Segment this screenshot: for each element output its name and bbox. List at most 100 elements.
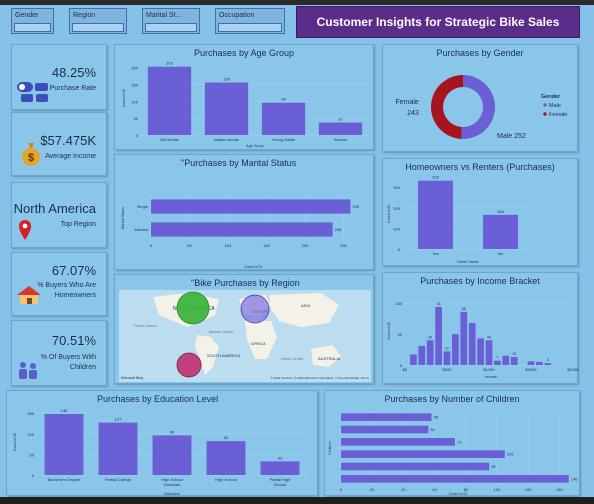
- kpi-homeowners[interactable]: 67.07% % Buyers Who Are Homeowners: [11, 252, 107, 316]
- map-attribution: © 2024 TomTom, © 2024 Microsoft Corporat…: [271, 376, 370, 380]
- x-axis-label: Home Owner: [457, 260, 479, 264]
- kpi-top-region[interactable]: North America Top Region: [11, 182, 107, 248]
- x-tick-label: 250: [340, 243, 347, 248]
- x-tick-label: 50: [187, 243, 192, 248]
- map-land-asia: [269, 293, 339, 327]
- data-label: 73: [457, 439, 462, 444]
- bar: [147, 66, 192, 135]
- x-tick-label: 200: [302, 243, 309, 248]
- chart-age-group[interactable]: Purchases by Age Group 0 50 100 150 200 203 Mi…: [114, 44, 374, 150]
- data-label: 96: [170, 429, 175, 434]
- data-label: 95: [491, 464, 496, 469]
- chart-education[interactable]: Purchases by Education Level 0 50 100 150 14…: [6, 390, 318, 496]
- region-map-svg[interactable]: NORTH AMERICAEUROPEASIAAFRICASOUTH AMERI…: [115, 275, 375, 385]
- x-tick-label: 60: [432, 487, 437, 492]
- bar: [151, 199, 351, 214]
- x-tick-label: $100K: [483, 367, 495, 372]
- bar: [152, 435, 192, 475]
- y-tick-label: 150: [131, 83, 138, 88]
- kpi-label: % Buyers Who Are Homeowners: [37, 282, 96, 299]
- chart-homeowners[interactable]: Homeowners vs Renters (Purchases) 0 100 20…: [382, 158, 578, 266]
- kpi-with-children[interactable]: 70.51% % Of Buyers With Children: [11, 320, 107, 386]
- x-tick-label: 20: [370, 487, 375, 492]
- x-tick-label: 120: [525, 487, 532, 492]
- data-label: 105: [507, 452, 514, 457]
- age-group-chart-svg: 0 50 100 150 200 203 Mid Adults 156 Mature Adult…: [122, 61, 369, 148]
- bar: [460, 311, 468, 365]
- map-label: Atlantic Ocean: [208, 330, 234, 334]
- x-tick-label: 0: [150, 243, 153, 248]
- x-tick-label: 40: [401, 487, 406, 492]
- chart-title: "Bike Purchases by Region: [191, 278, 300, 288]
- x-tick-label: Mature Adults: [214, 137, 238, 142]
- slicer-dropdown[interactable]: [14, 23, 51, 32]
- chart-gender[interactable]: Purchases by Gender Male 252 Female 243 Gen…: [382, 44, 578, 152]
- x-tick-label: School: [274, 482, 286, 487]
- purchase-toggle-icon: [17, 82, 48, 102]
- chart-region-map[interactable]: "Bike Purchases by Region NORTH AMERICAE…: [114, 274, 374, 384]
- data-label: 40: [428, 335, 432, 339]
- y-axis-label: Children: [328, 441, 332, 454]
- kpi-value: 67.07%: [51, 263, 96, 278]
- y-tick-label: 0: [32, 473, 35, 478]
- svg-text:$: $: [28, 152, 34, 164]
- chart-children[interactable]: Purchases by Number of Children 0 20 40 60 8…: [324, 390, 580, 496]
- location-pin-icon: [19, 220, 31, 240]
- bar: [482, 214, 519, 249]
- kpi-value: 70.51%: [51, 333, 96, 348]
- x-tick-label: High School: [215, 477, 237, 482]
- data-label: 58: [433, 415, 438, 420]
- x-tick-label: $50K: [442, 367, 452, 372]
- y-tick-label: Single: [137, 204, 149, 209]
- x-tick-label: Seniors: [334, 137, 348, 142]
- y-axis-label: Count of ID: [13, 433, 17, 452]
- x-tick-label: Graduate: [164, 482, 181, 487]
- data-label: Male 252: [497, 133, 526, 140]
- bar: [418, 345, 426, 365]
- x-tick-label: High School: [161, 477, 183, 482]
- map-label: AUSTRALIA: [318, 356, 341, 361]
- education-chart-svg: 0 50 100 150 148 Bachelor's Degree 127 Partial …: [13, 408, 307, 496]
- data-label: 243: [407, 110, 419, 117]
- x-tick-label: Partial College: [105, 477, 132, 482]
- map-label: Indian Ocean: [281, 357, 304, 361]
- legend-title: Gender: [541, 94, 561, 100]
- bar: [341, 425, 429, 434]
- y-axis-label: Marital Status: [121, 207, 125, 229]
- map-brand: Microsoft Bing: [121, 376, 143, 380]
- x-tick-label: Bachelor's Degree: [48, 477, 82, 482]
- kpi-purchase-rate[interactable]: 48.25% Purchase Rate: [11, 44, 107, 110]
- data-label: 127: [115, 417, 122, 422]
- slicer-marital-status[interactable]: Marital St...: [142, 8, 200, 34]
- data-label: 259: [352, 204, 359, 209]
- bar: [341, 475, 569, 483]
- slicer-gender[interactable]: Gender: [11, 8, 54, 34]
- slicer-occupation[interactable]: Occupation: [215, 8, 285, 34]
- kpi-average-income[interactable]: $57.475K Average Income $: [11, 112, 107, 176]
- slicer-region[interactable]: Region: [69, 8, 127, 34]
- bar: [44, 413, 84, 475]
- children-icon: [19, 362, 37, 379]
- slicer-dropdown[interactable]: [218, 23, 282, 32]
- chart-marital-status[interactable]: "Purchases by Marital Status 0 50 100 150 20…: [114, 154, 374, 270]
- x-axis-label: Income: [485, 375, 497, 379]
- slicer-label: Occupation: [219, 12, 255, 19]
- data-label: 82: [224, 435, 229, 440]
- y-tick-label: 50: [30, 452, 35, 457]
- bar: [494, 360, 501, 365]
- kpi-value: 48.25%: [51, 65, 96, 80]
- data-label: 236: [335, 227, 342, 232]
- data-label: 33: [278, 455, 283, 460]
- chart-income-bracket[interactable]: Purchases by Income Bracket 0 50 100 40 94 22…: [382, 272, 579, 384]
- region-bubble-europe: [240, 294, 270, 324]
- slicer-dropdown[interactable]: [72, 23, 124, 32]
- bar: [410, 354, 417, 365]
- slicer-dropdown[interactable]: [145, 23, 197, 32]
- x-axis-label: Count of ID: [244, 265, 263, 269]
- slicer-label: Marital St...: [146, 12, 182, 19]
- data-label: 166: [497, 209, 504, 214]
- y-tick-label: 0: [398, 247, 401, 252]
- bar: [206, 441, 246, 475]
- gender-chart-svg: Male 252 Female 243 Gender Male Female: [395, 75, 567, 140]
- bar: [151, 222, 333, 237]
